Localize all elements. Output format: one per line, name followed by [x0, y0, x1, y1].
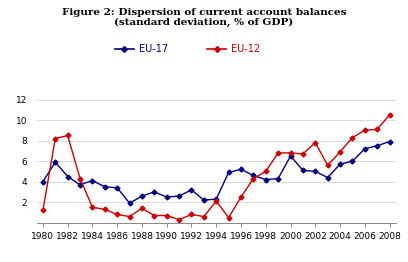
EU-17	[202, 199, 206, 202]
EU-12	[251, 177, 256, 180]
EU-12	[164, 214, 169, 217]
EU-17	[276, 177, 281, 180]
EU-17	[78, 183, 82, 186]
EU-17	[325, 176, 330, 179]
EU-17	[214, 198, 219, 201]
EU-12	[214, 200, 219, 203]
Legend: EU-17, EU-12: EU-17, EU-12	[111, 40, 264, 58]
EU-17	[53, 161, 58, 164]
EU-12	[177, 218, 182, 221]
EU-17	[313, 170, 318, 173]
EU-12	[263, 170, 268, 173]
Line: EU-12: EU-12	[41, 113, 391, 221]
EU-17	[362, 147, 367, 150]
EU-17	[164, 195, 169, 199]
EU-12	[276, 151, 281, 155]
EU-17	[350, 160, 355, 163]
EU-12	[350, 136, 355, 139]
EU-17	[387, 140, 392, 143]
EU-17	[140, 194, 144, 198]
EU-12	[90, 206, 95, 209]
EU-12	[226, 216, 231, 219]
EU-17	[263, 178, 268, 181]
EU-12	[189, 213, 194, 216]
EU-12	[375, 128, 379, 131]
EU-17	[337, 163, 342, 166]
EU-12	[325, 164, 330, 167]
EU-17	[375, 144, 379, 147]
EU-17	[40, 180, 45, 183]
EU-12	[140, 207, 144, 210]
EU-12	[65, 134, 70, 137]
EU-12	[387, 113, 392, 117]
EU-17	[90, 179, 95, 182]
EU-17	[115, 186, 120, 189]
EU-12	[53, 137, 58, 140]
EU-12	[239, 195, 244, 199]
EU-12	[362, 129, 367, 132]
EU-12	[152, 214, 157, 217]
EU-17	[65, 175, 70, 178]
EU-12	[78, 177, 82, 180]
EU-12	[313, 141, 318, 144]
EU-12	[102, 208, 107, 211]
EU-17	[177, 194, 182, 198]
EU-12	[300, 152, 305, 156]
EU-17	[152, 190, 157, 193]
EU-17	[102, 185, 107, 188]
EU-17	[251, 174, 256, 177]
Text: Figure 2: Dispersion of current account balances
(standard deviation, % of GDP): Figure 2: Dispersion of current account …	[62, 8, 346, 28]
EU-17	[239, 168, 244, 171]
EU-17	[127, 202, 132, 205]
EU-12	[202, 215, 206, 218]
EU-12	[288, 151, 293, 155]
EU-17	[226, 171, 231, 174]
Line: EU-17: EU-17	[41, 140, 391, 205]
EU-17	[189, 188, 194, 192]
EU-12	[127, 215, 132, 218]
EU-12	[40, 209, 45, 212]
EU-17	[288, 154, 293, 157]
EU-12	[337, 150, 342, 154]
EU-12	[115, 213, 120, 216]
EU-17	[300, 169, 305, 172]
